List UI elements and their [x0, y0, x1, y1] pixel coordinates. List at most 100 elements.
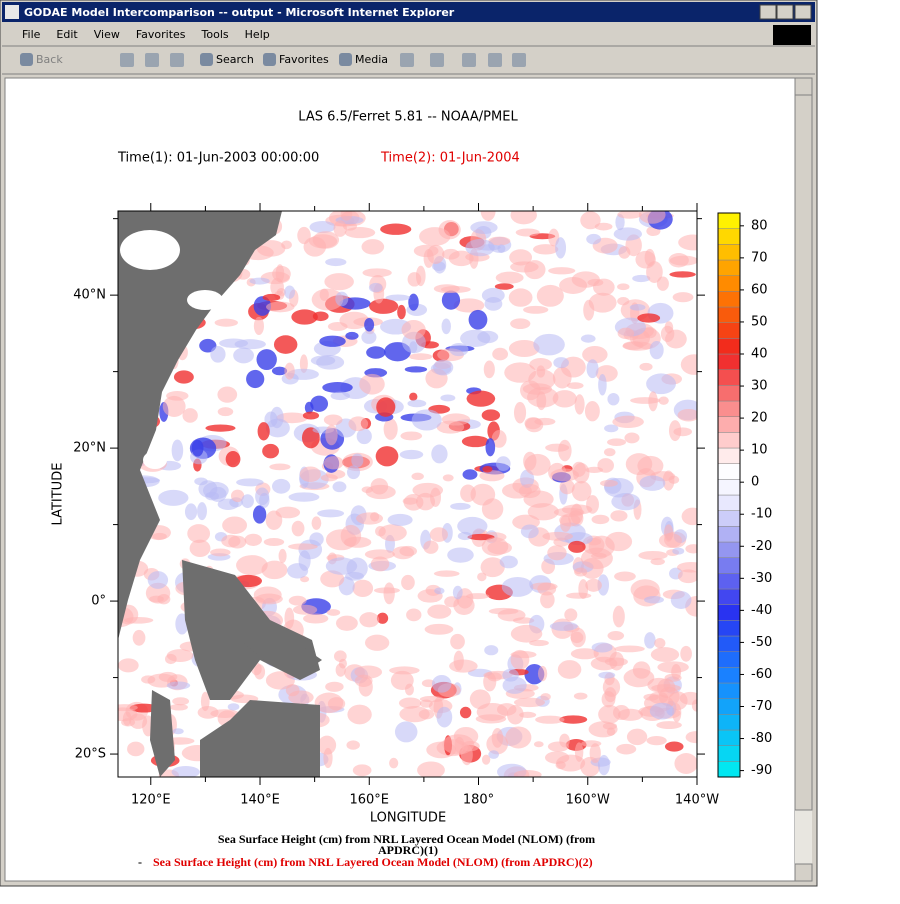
ssh-blob: [491, 727, 504, 748]
ssh-blob: [604, 424, 619, 433]
maximize-button[interactable]: [776, 4, 794, 20]
colorbar-box: [717, 573, 741, 590]
ssh-blob: [272, 265, 291, 283]
ssh-blob: [421, 679, 436, 688]
window-buttons[interactable]: [759, 4, 812, 20]
ssh-blob: [491, 430, 507, 448]
colorbar-box: [717, 635, 741, 652]
menu-item[interactable]: Favorites: [136, 28, 186, 41]
ssh-blob: [465, 239, 495, 257]
ssh-blob: [411, 472, 424, 481]
ssh-blob: [607, 438, 627, 447]
toolbar-icon[interactable]: [200, 53, 213, 66]
y-tick-label: 20°S: [75, 747, 106, 762]
ssh-blob: [316, 355, 345, 370]
colorbar-box: [717, 651, 741, 668]
ssh-blob: [525, 417, 544, 433]
colorbar-box: [717, 291, 741, 308]
scroll-up[interactable]: [794, 77, 813, 96]
toolbar-icon[interactable]: [145, 53, 159, 67]
colorbar-label: -90: [751, 763, 772, 778]
toolbar-icon[interactable]: [263, 53, 276, 66]
ssh-blob: [141, 675, 156, 684]
ssh-blob: [407, 399, 427, 408]
colorbar-box: [717, 353, 741, 370]
toolbar-icon[interactable]: [488, 53, 502, 67]
y-tick-label: 40°N: [73, 288, 106, 303]
ssh-blob: [488, 750, 500, 759]
menu-item[interactable]: Tools: [201, 28, 229, 41]
toolbar-icon[interactable]: [20, 53, 33, 66]
ssh-blob: [252, 505, 267, 524]
toolbar-button[interactable]: Search: [216, 53, 254, 66]
ssh-blob: [584, 400, 600, 422]
ssh-blob: [477, 572, 487, 582]
toolbar-icon[interactable]: [400, 53, 414, 67]
menu-item[interactable]: File: [22, 28, 41, 41]
ssh-blob: [288, 595, 307, 606]
ssh-blob: [436, 706, 453, 728]
land: [200, 700, 320, 777]
ssh-blob: [481, 409, 501, 421]
ssh-blob: [365, 634, 390, 651]
window-title: GODAE Model Intercomparison -- output - …: [24, 6, 455, 19]
ssh-blob: [646, 373, 676, 395]
ssh-blob: [552, 366, 572, 389]
ssh-blob: [291, 309, 318, 325]
toolbar-button[interactable]: Media: [355, 53, 388, 66]
ssh-blob: [301, 427, 320, 449]
colorbar-box: [717, 385, 741, 402]
toolbar-icon[interactable]: [430, 53, 444, 67]
ssh-blob: [618, 246, 631, 259]
close-button[interactable]: [794, 4, 812, 20]
colorbar-box: [717, 432, 741, 449]
ssh-blob: [488, 607, 519, 615]
ssh-blob: [617, 211, 642, 219]
ssh-blob: [399, 705, 430, 723]
menu-item[interactable]: Help: [245, 28, 270, 41]
ssh-blob: [453, 726, 479, 746]
ssh-blob: [402, 497, 418, 505]
ssh-blob: [639, 475, 666, 491]
toolbar-icon[interactable]: [339, 53, 352, 66]
menu-item[interactable]: View: [94, 28, 120, 41]
scroll-down[interactable]: [794, 863, 813, 882]
ssh-blob: [560, 515, 571, 532]
menu-item[interactable]: Edit: [56, 28, 78, 41]
scroll-thumb[interactable]: [794, 94, 813, 811]
toolbar-button[interactable]: Back: [36, 53, 63, 66]
ssh-blob: [677, 562, 697, 573]
menu-bar: File Edit View Favorites Tools Help: [22, 28, 270, 41]
toolbar-icon[interactable]: [120, 53, 134, 67]
ssh-blob: [586, 495, 599, 514]
colorbar-label: 0: [751, 475, 759, 490]
ssh-blob: [385, 294, 411, 301]
ssh-blob: [162, 395, 186, 417]
ssh-blob: [623, 668, 655, 688]
ssh-blob: [399, 449, 424, 460]
colorbar-box: [717, 338, 741, 355]
toolbar-icon[interactable]: [512, 53, 526, 67]
ssh-blob: [672, 547, 685, 555]
ssh-blob: [570, 648, 599, 660]
ssh-blob: [670, 591, 692, 609]
colorbar-label: -40: [751, 603, 772, 618]
toolbar-button[interactable]: Favorites: [279, 53, 329, 66]
ssh-blob: [132, 629, 146, 646]
colorbar-box: [717, 244, 741, 261]
ssh-blob: [585, 578, 602, 592]
toolbar-icon[interactable]: [170, 53, 184, 67]
colorbar-label: 80: [751, 218, 768, 233]
ssh-blob: [256, 349, 277, 371]
ssh-blob: [646, 736, 667, 746]
ssh-blob: [637, 455, 664, 476]
ssh-blob: [646, 261, 663, 283]
ssh-blob: [284, 362, 295, 380]
ssh-blob: [629, 304, 646, 311]
ssh-field: [118, 211, 697, 777]
ssh-blob: [658, 533, 682, 549]
toolbar-icon[interactable]: [462, 53, 476, 67]
ssh-blob: [637, 313, 661, 323]
minimize-button[interactable]: [759, 4, 777, 20]
ssh-blob: [553, 507, 585, 517]
